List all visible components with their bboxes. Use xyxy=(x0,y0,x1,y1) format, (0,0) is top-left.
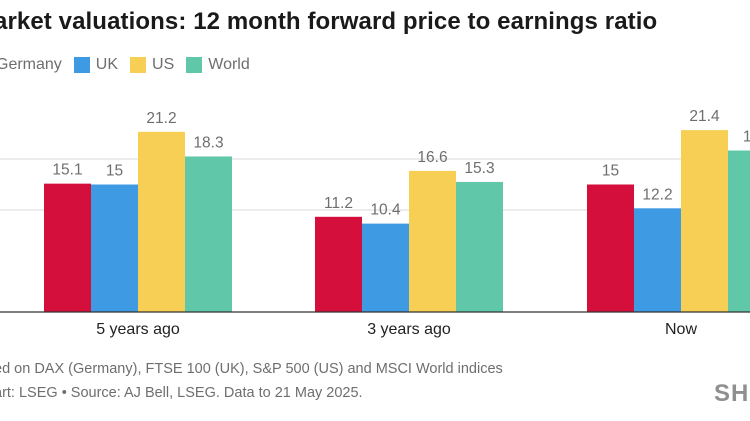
data-label: 10.4 xyxy=(370,202,401,219)
legend-item-germany: Germany xyxy=(0,56,62,74)
legend-item-us: US xyxy=(130,56,174,74)
data-label: 12.2 xyxy=(642,186,672,203)
bar-uk xyxy=(362,223,409,312)
bar-germany xyxy=(587,184,634,312)
chart-legend: Germany UK US World xyxy=(0,56,262,74)
chart-title: arket valuations: 12 month forward price… xyxy=(0,8,658,35)
data-label: 21.2 xyxy=(146,110,176,127)
legend-swatch xyxy=(130,57,147,73)
bar-world xyxy=(456,181,503,312)
bar-world xyxy=(728,150,750,312)
bar-world xyxy=(185,156,232,312)
legend-swatch xyxy=(186,57,203,73)
legend-label: Germany xyxy=(0,56,62,73)
data-label: 15.1 xyxy=(52,162,82,179)
legend-label: US xyxy=(152,56,175,73)
data-label: 21.4 xyxy=(689,108,720,125)
publisher-logo: SH xyxy=(714,380,750,407)
data-label: 19 xyxy=(743,129,750,146)
data-label: 18.3 xyxy=(193,134,223,151)
data-label: 15.3 xyxy=(464,160,494,177)
legend-label: World xyxy=(208,56,250,73)
source-credit: art: LSEG • Source: AJ Bell, LSEG. Data … xyxy=(0,385,363,401)
bar-germany xyxy=(315,216,362,312)
data-label: 16.6 xyxy=(417,149,447,166)
bar-germany xyxy=(44,183,91,312)
data-label: 15 xyxy=(602,163,619,180)
legend-swatch xyxy=(73,57,90,73)
category-label: Now xyxy=(665,321,697,338)
legend-item-uk: UK xyxy=(73,56,119,74)
bar-uk xyxy=(634,208,681,312)
category-label: 5 years ago xyxy=(96,321,180,338)
category-label: 3 years ago xyxy=(367,321,451,338)
legend-label: UK xyxy=(95,56,119,73)
bar-uk xyxy=(91,184,138,312)
footnote: ed on DAX (Germany), FTSE 100 (UK), S&P … xyxy=(0,361,503,377)
data-label: 11.2 xyxy=(324,195,353,212)
bar-us xyxy=(138,131,185,312)
bar-us xyxy=(681,130,728,312)
data-label: 15 xyxy=(106,163,123,180)
legend-item-world: World xyxy=(186,56,250,74)
bar-us xyxy=(409,170,456,312)
